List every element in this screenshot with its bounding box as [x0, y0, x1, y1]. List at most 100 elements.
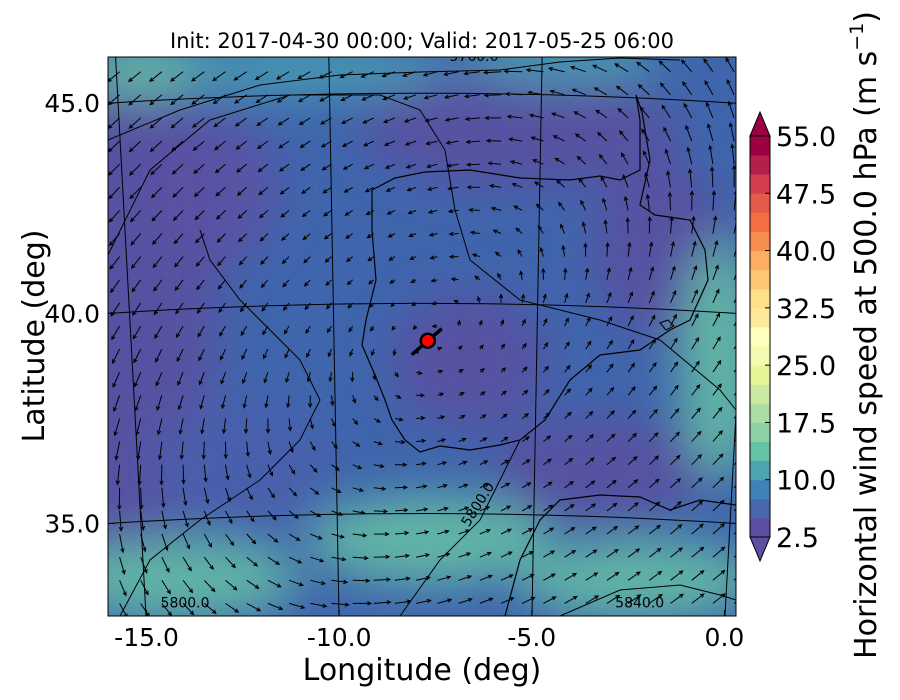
wind-vector [387, 233, 396, 238]
wind-vector [324, 256, 332, 263]
x-tick-label: -5.0 [507, 623, 556, 652]
wind-vector [236, 163, 248, 173]
wind-vector [466, 162, 480, 167]
wind-vector [606, 410, 615, 419]
wind-vector [301, 210, 311, 218]
wind-vector [469, 230, 480, 235]
wind-vector [726, 78, 735, 96]
wind-vector [593, 87, 608, 96]
colorbar-segment [750, 441, 770, 462]
wind-vector [267, 602, 284, 610]
wind-vector [352, 578, 371, 583]
wind-vector [194, 210, 205, 221]
wind-vector [225, 464, 230, 481]
wind-vector [381, 71, 396, 78]
wind-vector [299, 140, 311, 149]
wind-vector [339, 71, 353, 79]
wind-vector [280, 210, 290, 218]
longitude-line [328, 57, 340, 616]
wind-vector [320, 140, 332, 148]
wind-vector [182, 533, 191, 550]
wind-vector [511, 182, 523, 188]
wind-vector [182, 603, 195, 616]
wind-vector [500, 551, 513, 558]
wind-vector [256, 117, 269, 127]
wind-vector [284, 348, 290, 359]
wind-vector [554, 157, 565, 165]
wind-vector [347, 302, 354, 309]
wind-vector [267, 556, 281, 566]
wind-vector [576, 155, 587, 165]
wind-vector [406, 186, 417, 192]
wind-vector [234, 94, 247, 104]
wind-vector [648, 241, 654, 257]
wind-vector [535, 203, 544, 211]
wind-vector [389, 279, 396, 284]
wind-vector [177, 372, 184, 387]
wind-vector [691, 453, 703, 466]
wind-vector [225, 602, 240, 613]
wind-vector [595, 109, 608, 119]
wind-vector [704, 79, 714, 96]
wind-vector [128, 140, 142, 153]
wind-vector [246, 533, 257, 545]
contour-line-4 [559, 584, 736, 616]
wind-vector [140, 533, 147, 553]
wind-vector [416, 415, 426, 421]
colorbar-label-close: ) [849, 11, 884, 23]
wind-vector [504, 91, 523, 97]
wind-vector [429, 255, 438, 260]
wind-vector [182, 487, 188, 507]
wind-vector [627, 502, 639, 512]
wind-vector [463, 71, 480, 76]
colorbar-tick-label: 32.5 [776, 294, 836, 325]
wind-vector [285, 372, 290, 384]
wind-vector [407, 209, 417, 215]
wind-vector [712, 499, 725, 512]
x-tick-label: -10.0 [307, 623, 372, 652]
wind-vector [585, 572, 599, 581]
wind-vector [288, 464, 296, 475]
wind-vector [108, 163, 120, 176]
x-tick-label: -15.0 [114, 623, 179, 652]
wind-vector [437, 483, 448, 489]
wind-vector [458, 392, 465, 397]
wind-vector [727, 100, 735, 119]
wind-vector [219, 348, 226, 361]
wind-vector [256, 140, 269, 150]
wind-vector [712, 215, 718, 234]
colorbar-segment [750, 422, 770, 443]
wind-vector [644, 172, 650, 188]
wind-vector [474, 275, 481, 281]
wind-vector [517, 249, 523, 257]
wind-vector [670, 524, 683, 535]
wind-vector [262, 325, 269, 336]
wind-vector [627, 315, 634, 327]
wind-vector [670, 361, 679, 373]
wind-vector [409, 255, 417, 260]
wind-vector [543, 504, 554, 512]
wind-vector [730, 143, 735, 165]
longitude-line [724, 404, 736, 616]
wind-vector [416, 575, 432, 581]
colorbar-segment [750, 250, 770, 271]
wind-vector [615, 85, 629, 96]
wind-vector [627, 456, 638, 466]
wind-vector [500, 528, 513, 535]
wind-vector [585, 387, 593, 396]
wind-vector [225, 556, 236, 569]
wind-vector [500, 597, 515, 604]
wind-vector [369, 325, 375, 332]
wind-vector [479, 367, 485, 373]
wind-vector [225, 533, 235, 547]
wind-vector [670, 547, 684, 558]
wind-vector [691, 407, 701, 419]
wind-vector [605, 241, 610, 257]
wind-vector [458, 529, 471, 535]
wind-vector [580, 199, 587, 211]
wind-vector [691, 500, 704, 512]
wind-vector [521, 342, 527, 350]
wind-vector [112, 371, 121, 389]
wind-vector [527, 90, 544, 96]
